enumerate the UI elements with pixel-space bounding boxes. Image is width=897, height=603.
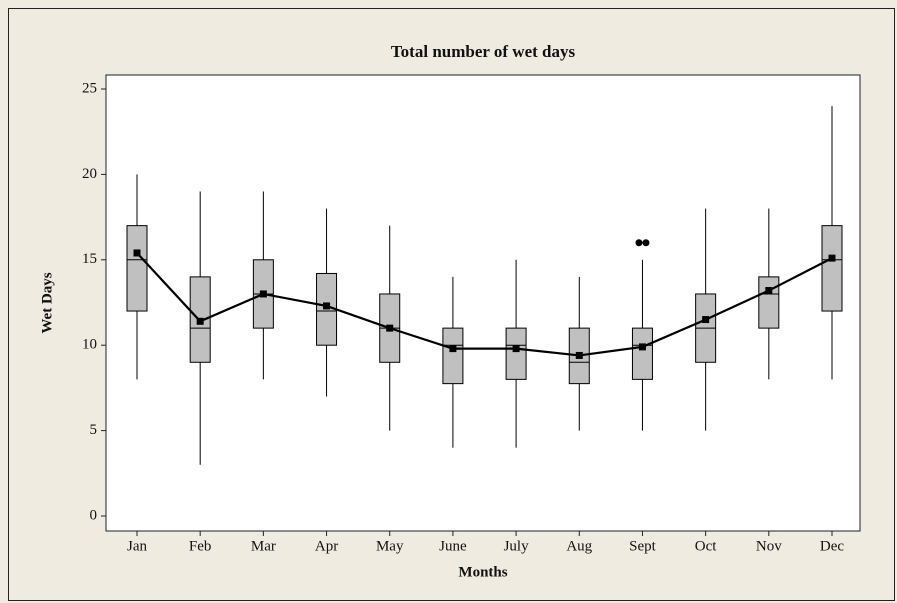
chart-title: Total number of wet days (391, 42, 576, 61)
box (631, 327, 653, 380)
x-tick-label: Aug (566, 538, 592, 554)
y-tick-label: 20 (82, 166, 97, 182)
mean-marker (575, 351, 583, 359)
x-tick-label: Mar (251, 538, 276, 554)
mean-marker (828, 254, 836, 262)
outlier (642, 239, 650, 247)
mean-marker (386, 324, 394, 332)
box (505, 327, 527, 380)
box (758, 276, 780, 329)
y-tick-label: 25 (82, 80, 97, 96)
x-axis-label: Months (458, 564, 507, 580)
x-tick-label: Nov (756, 538, 782, 554)
box (442, 327, 464, 385)
plot-area (105, 74, 861, 532)
x-tick-label: Sept (629, 538, 657, 554)
x-tick-label: Jan (127, 538, 147, 554)
mean-marker (638, 343, 646, 351)
box (126, 225, 148, 312)
mean-marker (196, 317, 204, 325)
x-tick-label: June (439, 538, 467, 554)
mean-marker (512, 345, 520, 353)
x-tick-label: July (504, 538, 530, 554)
x-tick-label: Oct (695, 538, 717, 554)
y-tick-label: 15 (82, 251, 97, 267)
y-tick-label: 5 (90, 422, 98, 438)
frame (8, 8, 895, 601)
y-axis-label: Wet Days (39, 272, 55, 333)
mean-marker (133, 249, 141, 257)
mean-marker (702, 316, 710, 324)
mean-marker (259, 290, 267, 298)
box (821, 225, 843, 312)
y-tick-label: 0 (90, 507, 98, 523)
y-tick-label: 10 (82, 337, 97, 353)
x-tick-label: Dec (820, 538, 844, 554)
x-tick-label: Feb (189, 538, 212, 554)
mean-marker (323, 302, 331, 310)
x-tick-label: Apr (315, 538, 338, 554)
mean-line (136, 252, 833, 357)
x-tick-label: May (376, 538, 404, 554)
outlier (635, 239, 643, 247)
mean-marker (449, 345, 457, 353)
mean-marker (765, 287, 773, 295)
